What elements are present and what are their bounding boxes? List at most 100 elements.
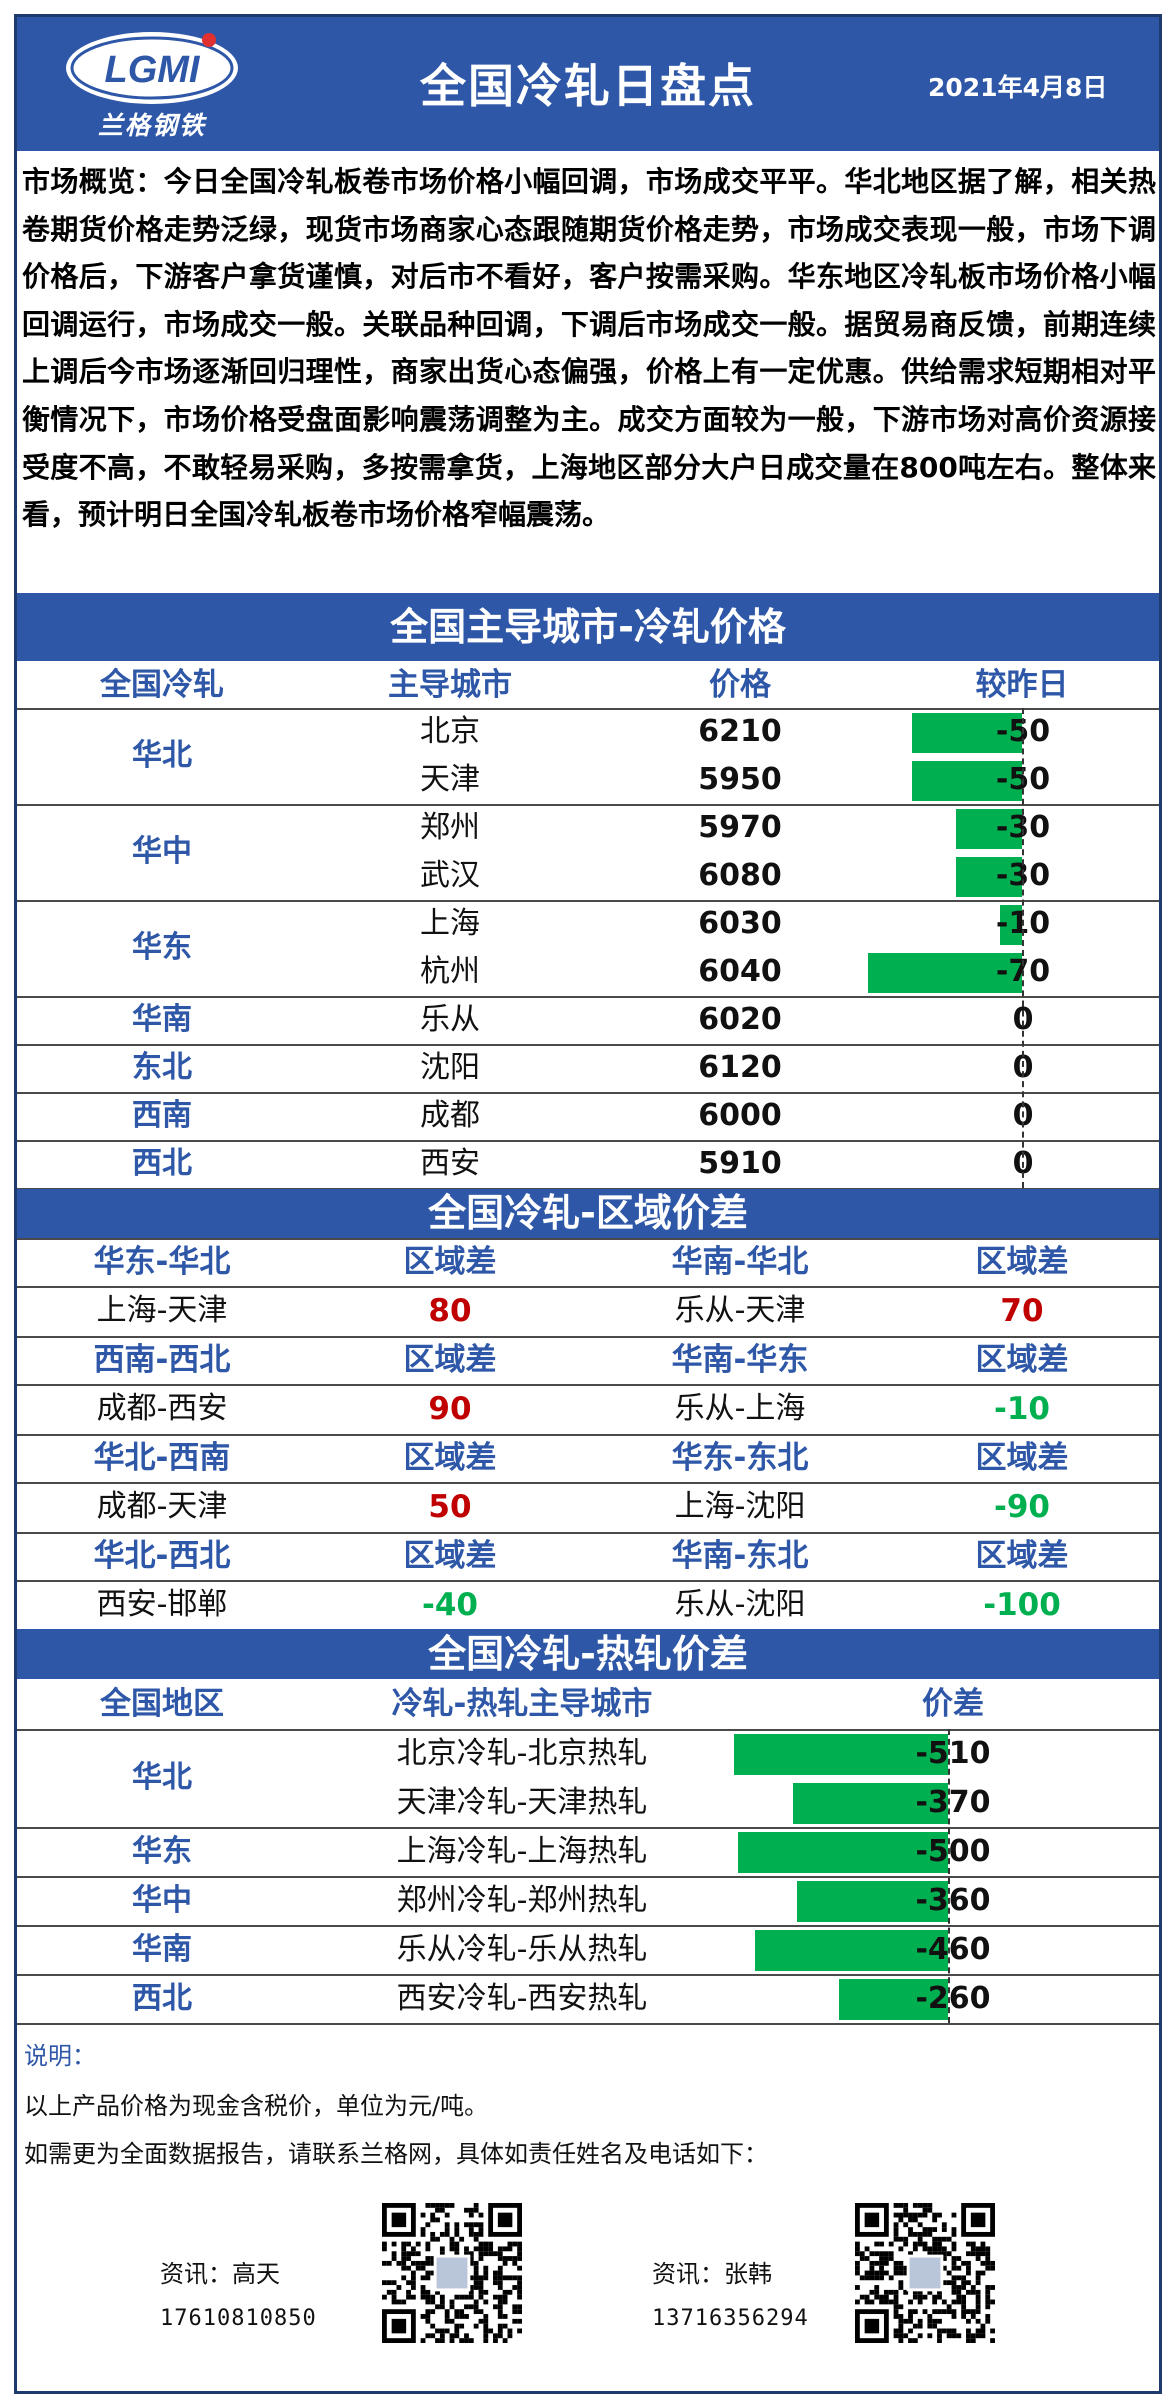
change-bar (912, 761, 1022, 801)
prices-section-title: 全国主导城市-冷轧价格 (17, 593, 1159, 661)
group-divider (17, 1092, 1159, 1094)
region-label: 华南 (132, 1002, 192, 1037)
page-title: 全国冷轧日盘点 (420, 59, 756, 113)
spread-bar (733, 1734, 948, 1775)
change-bar (1000, 905, 1022, 945)
hot-region-label: 华中 (132, 1883, 192, 1918)
group-divider (17, 1044, 1159, 1046)
spread-diff-label: 区域差 (403, 1538, 497, 1574)
qr-code-2 (855, 2203, 995, 2343)
hot-pair: 西安冷轧-西安热轧 (396, 1981, 648, 2016)
hot-pair: 北京冷轧-北京热轧 (396, 1736, 648, 1771)
report-date: 2021年4月8日 (928, 73, 1108, 102)
region-label: 华中 (132, 834, 192, 869)
hot-value: -370 (915, 1785, 991, 1820)
region-label: 华东 (132, 930, 192, 965)
region-label: 东北 (132, 1050, 192, 1085)
contact-1-phone: 17610810850 (160, 2306, 317, 2331)
spread-diff-label: 区域差 (403, 1244, 497, 1280)
city-name: 乐从 (420, 1002, 480, 1037)
group-divider (17, 900, 1159, 902)
spread-divider (17, 1482, 1159, 1484)
city-name: 北京 (420, 714, 480, 749)
hot-value: -460 (915, 1932, 991, 1967)
spread-bar (792, 1783, 948, 1824)
lgmi-logo: LGMI 兰格钢铁 (66, 32, 238, 140)
change-bar (956, 809, 1022, 849)
spread-value: -40 (421, 1587, 478, 1623)
spread-pair: 成都-西安 (96, 1391, 228, 1426)
group-divider (17, 1140, 1159, 1142)
hot-pair: 乐从冷轧-乐从热轧 (396, 1932, 648, 1967)
spread-group: 华南-东北 (671, 1538, 809, 1574)
spread-diff-label: 区域差 (975, 1440, 1069, 1476)
page-frame (14, 14, 1162, 2394)
spread-diff-label: 区域差 (975, 1244, 1069, 1280)
hot-header: 冷轧-热轧主导城市 (391, 1686, 653, 1722)
hot-region-label: 华南 (132, 1932, 192, 1967)
spread-group: 西南-西北 (93, 1342, 231, 1378)
hot-header: 价差 (922, 1686, 984, 1722)
spread-section-title: 全国冷轧-区域价差 (17, 1189, 1159, 1238)
city-price: 6030 (698, 906, 782, 941)
prices-header: 较昨日 (975, 667, 1069, 703)
spread-bar (796, 1881, 948, 1922)
spread-divider (17, 1336, 1159, 1338)
spread-diff-label: 区域差 (975, 1538, 1069, 1574)
city-price: 6080 (698, 858, 782, 893)
hot-group-divider (17, 1876, 1159, 1878)
hot-header: 全国地区 (100, 1686, 224, 1722)
prices-header: 价格 (709, 667, 771, 703)
zero-axis (1022, 708, 1024, 1188)
spread-group: 华东-华北 (93, 1244, 231, 1280)
spread-value: 50 (428, 1489, 472, 1525)
spread-group: 华北-西北 (93, 1538, 231, 1574)
spread-diff-label: 区域差 (403, 1342, 497, 1378)
city-price: 6040 (698, 954, 782, 989)
hot-group-divider (17, 1974, 1159, 1976)
region-label: 西南 (132, 1098, 192, 1133)
spread-divider (17, 1434, 1159, 1436)
prices-header: 主导城市 (388, 667, 512, 703)
notes-label: 说明： (24, 2042, 96, 2070)
spread-value: -90 (993, 1489, 1050, 1525)
hot-region-label: 西北 (132, 1981, 192, 2016)
spread-group: 华南-华东 (671, 1342, 809, 1378)
spread-divider (17, 1384, 1159, 1386)
hot-value: -260 (915, 1981, 991, 2016)
city-name: 上海 (420, 906, 480, 941)
contact-1-name: 资讯：高天 (160, 2260, 280, 2288)
city-price: 6210 (698, 714, 782, 749)
city-name: 郑州 (420, 810, 480, 845)
change-bar (956, 857, 1022, 897)
spread-pair: 乐从-沈阳 (674, 1587, 806, 1622)
qr-code-1 (382, 2203, 522, 2343)
hot-region-label: 华东 (132, 1834, 192, 1869)
hot-group-divider (17, 1827, 1159, 1829)
city-price: 6020 (698, 1002, 782, 1037)
spread-divider (17, 1580, 1159, 1582)
spread-bar (838, 1979, 948, 2020)
group-divider (17, 996, 1159, 998)
spread-value: 70 (1000, 1293, 1044, 1329)
contact-2-phone: 13716356294 (652, 2306, 809, 2331)
spread-pair: 西安-邯郸 (96, 1587, 228, 1622)
hot-region-label: 华北 (132, 1760, 192, 1795)
spread-divider (17, 1286, 1159, 1288)
hot-group-divider (17, 2023, 1159, 2025)
city-name: 成都 (420, 1098, 480, 1133)
region-label: 华北 (132, 738, 192, 773)
city-price: 5970 (698, 810, 782, 845)
spread-divider (17, 1532, 1159, 1534)
hot-header-divider (17, 1729, 1159, 1731)
city-price: 6120 (698, 1050, 782, 1085)
city-name: 天津 (420, 762, 480, 797)
market-overview: 市场概览：今日全国冷轧板卷市场价格小幅回调，市场成交平平。华北地区据了解，相关热… (22, 165, 1156, 532)
hot-value: -510 (915, 1736, 991, 1771)
spread-pair: 上海-天津 (96, 1293, 228, 1328)
spread-pair: 乐从-天津 (674, 1293, 806, 1328)
hot-pair: 郑州冷轧-郑州热轧 (396, 1883, 648, 1918)
hot-value: -360 (915, 1883, 991, 1918)
city-name: 杭州 (420, 954, 480, 989)
hot-pair: 上海冷轧-上海热轧 (396, 1834, 648, 1869)
